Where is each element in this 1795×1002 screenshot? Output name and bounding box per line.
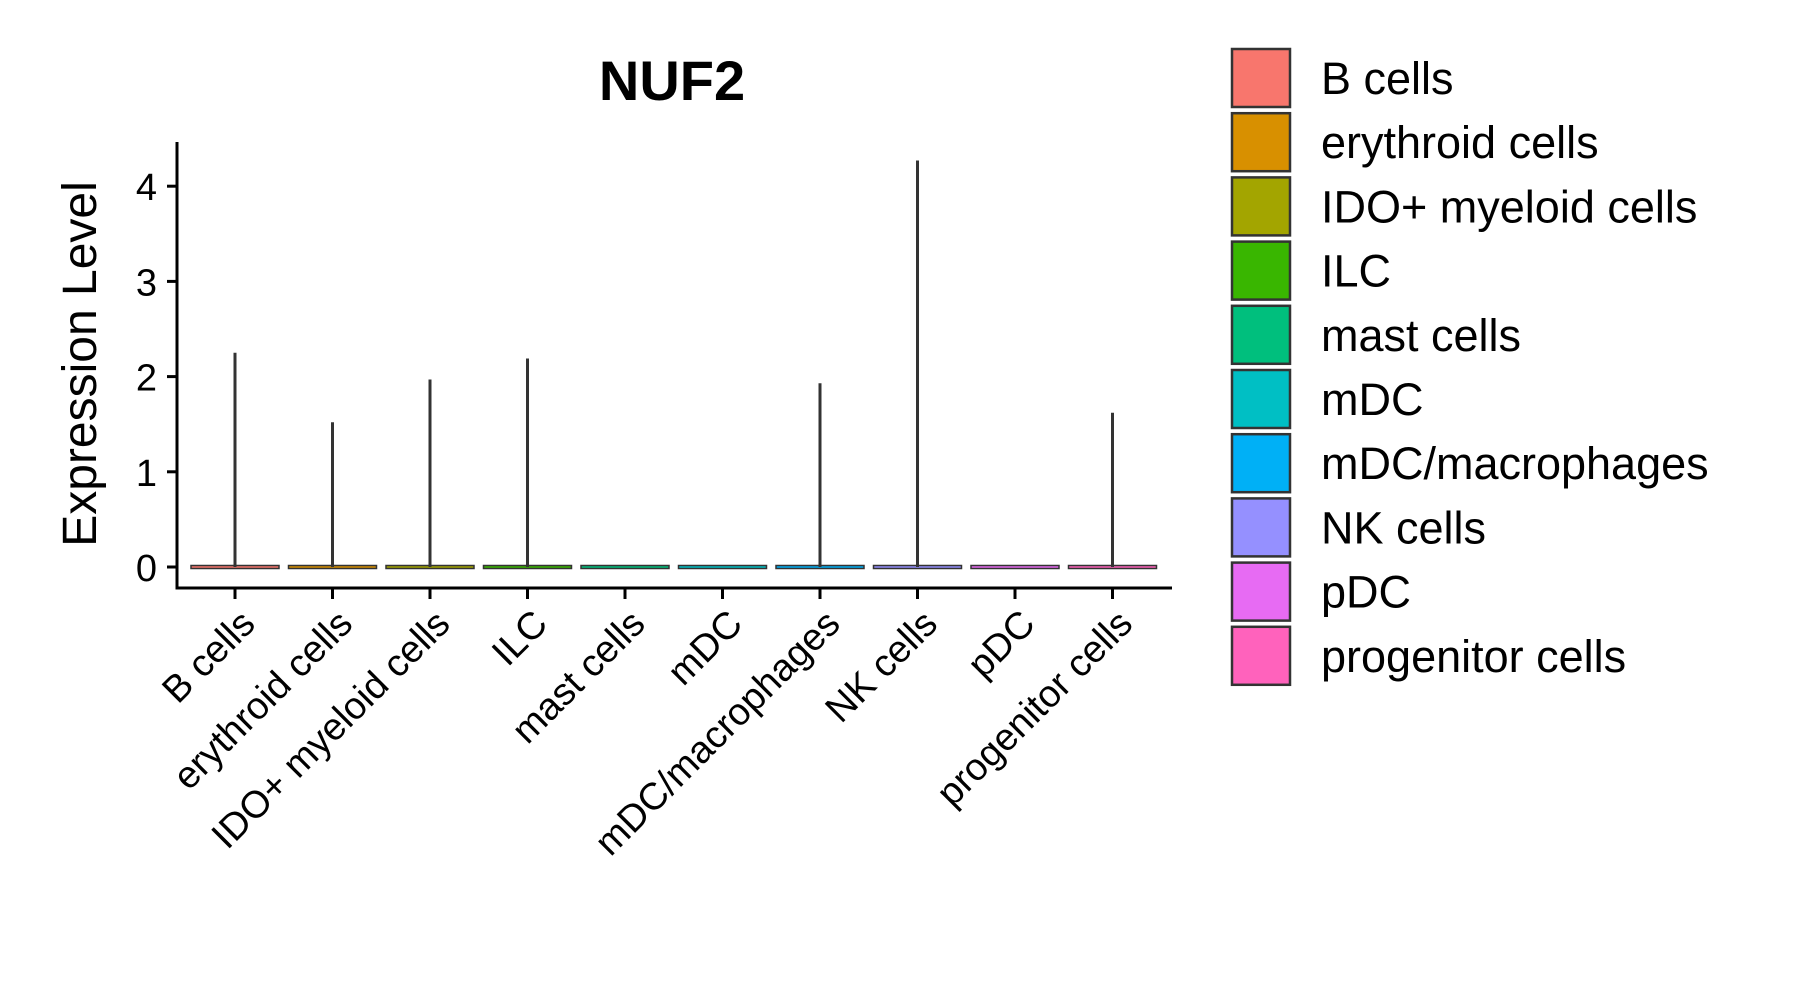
y-tick-label: 0 <box>136 548 157 590</box>
legend-label: pDC <box>1321 567 1411 618</box>
y-tick-label: 4 <box>136 167 157 209</box>
legend-label: mDC <box>1321 374 1423 425</box>
violin-base <box>970 564 1060 570</box>
legend-swatch <box>1230 304 1292 366</box>
y-axis-label: Expression Level <box>54 181 107 547</box>
legend-swatch <box>1230 47 1292 109</box>
legend: B cells erythroid cells IDO+ myeloid cells… <box>1230 47 1709 687</box>
violin-base <box>677 564 768 570</box>
x-tick-label: pDC <box>960 603 1043 686</box>
x-tick-label: mDC <box>660 603 751 694</box>
legend-swatch <box>1230 561 1292 622</box>
chart-title: NUF2 <box>599 49 745 112</box>
legend-label: mDC/macrophages <box>1321 438 1709 489</box>
legend-swatch <box>1230 625 1292 687</box>
legend-swatch <box>1230 497 1292 558</box>
legend-swatch <box>1230 368 1292 430</box>
legend-swatch <box>1230 176 1292 237</box>
legend-label: NK cells <box>1321 502 1486 553</box>
violin-base <box>580 564 670 570</box>
legend-label: IDO+ myeloid cells <box>1321 181 1697 232</box>
y-tick-label: 3 <box>136 262 157 304</box>
legend-swatch <box>1230 111 1292 173</box>
legend-swatch <box>1230 240 1292 301</box>
legend-swatch <box>1230 432 1292 494</box>
legend-label: B cells <box>1321 53 1454 104</box>
legend-label: mast cells <box>1321 310 1521 361</box>
y-tick-label: 1 <box>136 453 157 495</box>
legend-label: erythroid cells <box>1321 117 1599 168</box>
y-tick-label: 2 <box>136 358 157 400</box>
legend-label: progenitor cells <box>1321 631 1626 682</box>
x-tick-label: ILC <box>484 603 556 675</box>
legend-label: ILC <box>1321 246 1391 297</box>
